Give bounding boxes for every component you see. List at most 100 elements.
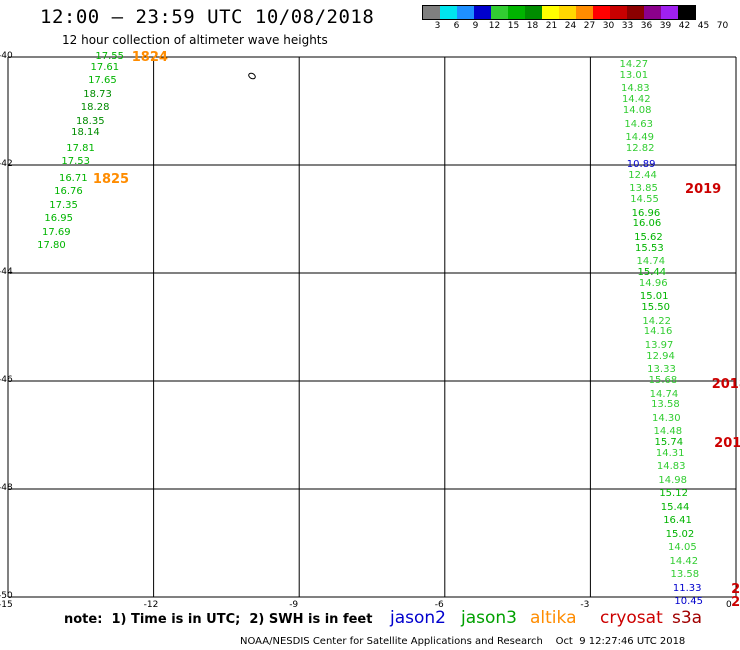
pass-time-label: 20 [731,595,740,611]
color-scale-label: 70 [716,21,729,31]
wave-height-value: 17.69 [41,226,71,238]
wave-height-value: 14.30 [652,412,681,424]
wave-height-value: 15.44 [660,501,690,513]
color-scale-label: 24 [564,21,577,31]
wave-height-value: 16.95 [44,213,74,224]
wave-height-value: 14.05 [668,542,697,554]
pass-time-label: 1825 [92,171,130,187]
map-plot-area: -40-42-44-46-48-50-15-12-9-6-3017.5517.6… [0,51,740,610]
wave-height-value: 14.74 [636,256,666,268]
longitude-label: -6 [434,600,444,610]
longitude-label: -9 [289,600,299,610]
latitude-label: -48 [0,483,13,493]
pass-time-label: 20 [731,581,740,597]
color-swatch [525,6,542,19]
legend-jason2: jason2 [390,608,446,628]
legend-jason3: jason3 [461,608,517,628]
wave-height-value: 16.71 [58,172,88,184]
wave-height-value: 18.14 [71,126,100,138]
pass-time-label: 1824 [131,50,168,65]
wave-height-value: 14.42 [669,555,699,567]
color-swatch [423,6,440,19]
wave-height-value: 10.89 [626,159,656,170]
wave-height-value: 15.50 [641,302,670,314]
color-scale-label: 33 [621,21,634,31]
color-swatch [644,6,661,19]
color-swatch [576,6,593,19]
wave-height-value: 14.63 [624,118,653,130]
wave-height-value: 13.33 [647,364,676,376]
pass-time-label: 2019 [685,182,722,198]
wave-height-value: 14.83 [620,83,650,95]
latitude-label: -50 [0,591,13,601]
wave-height-value: 12.44 [628,169,657,181]
wave-height-value: 14.83 [656,461,686,473]
wave-height-value: 17.80 [37,240,66,251]
wave-height-value: 14.22 [642,315,671,327]
color-scale-label: 39 [659,21,672,31]
latitude-label: -46 [0,375,13,385]
wave-height-value: 15.44 [637,267,667,278]
color-scale-label: 15 [507,21,520,31]
color-scale-label: 36 [640,21,653,31]
units-note: note: 1) Time is in UTC; 2) SWH is in fe… [64,612,373,627]
wave-height-value: 14.49 [625,132,654,143]
color-swatch [559,6,576,19]
wave-height-value: 14.98 [658,474,687,486]
color-swatch [440,6,457,19]
color-swatch [661,6,678,19]
wave-height-value: 16.06 [632,218,662,230]
wave-height-value: 17.61 [90,61,120,73]
map-frame [7,56,737,598]
color-swatch [474,6,491,19]
color-scale-label: 18 [526,21,539,31]
longitude-label: 0 [726,600,732,610]
wave-height-value: 15.53 [635,242,664,254]
longitude-label: -12 [143,600,159,610]
wave-height-value: 13.58 [670,569,700,581]
map-subtitle: 12 hour collection of altimeter wave hei… [62,33,328,47]
latitude-label: -42 [0,159,13,169]
wave-height-value: 12.94 [646,350,675,362]
wave-height-value: 14.27 [619,59,649,71]
wave-height-value: 13.97 [644,339,674,351]
wave-height-value: 15.62 [634,231,663,243]
wave-height-value: 14.55 [630,194,659,206]
wave-height-value: 16.41 [663,515,692,527]
pass-time-label: 2018 [711,376,740,392]
wave-height-value: 17.65 [88,75,117,87]
wave-height-value: 14.48 [653,426,683,438]
wave-height-value: 15.02 [665,528,695,540]
wave-height-value: 16.96 [631,207,661,219]
wave-height-value: 13.58 [651,399,680,411]
color-scale-label: 45 [697,21,710,31]
color-scale-label: 12 [488,21,501,31]
latitude-label: -44 [0,267,13,277]
legend-cryosat: cryosat [600,608,663,628]
wave-height-value: 18.73 [83,88,112,100]
wave-height-value: 18.28 [80,102,110,114]
color-swatch [593,6,610,19]
wave-height-value: 16.76 [54,186,83,197]
color-scale-label: 6 [453,21,460,31]
wave-height-value: 10.45 [674,596,703,608]
color-scale-label: 21 [545,21,558,31]
wave-height-value: 14.74 [649,388,679,400]
color-swatch [678,6,695,19]
color-swatch [610,6,627,19]
legend-s3a: s3a [672,608,703,628]
legend-altika: altika [530,608,577,628]
wave-height-value: 15.74 [654,437,684,449]
wave-height-value: 18.35 [75,115,105,127]
wave-height-value: 15.12 [659,488,688,500]
wave-height-value: 15.01 [639,291,669,303]
wave-height-value: 13.85 [629,183,658,195]
longitude-label: -15 [0,600,13,610]
wave-height-value: 17.35 [49,199,78,211]
wave-height-value: 14.96 [638,277,668,289]
wave-height-value: 13.01 [619,69,649,81]
longitude-label: -3 [580,600,590,610]
color-swatch [508,6,525,19]
color-scale-label: 30 [602,21,615,31]
wave-height-value: 14.42 [621,94,651,106]
